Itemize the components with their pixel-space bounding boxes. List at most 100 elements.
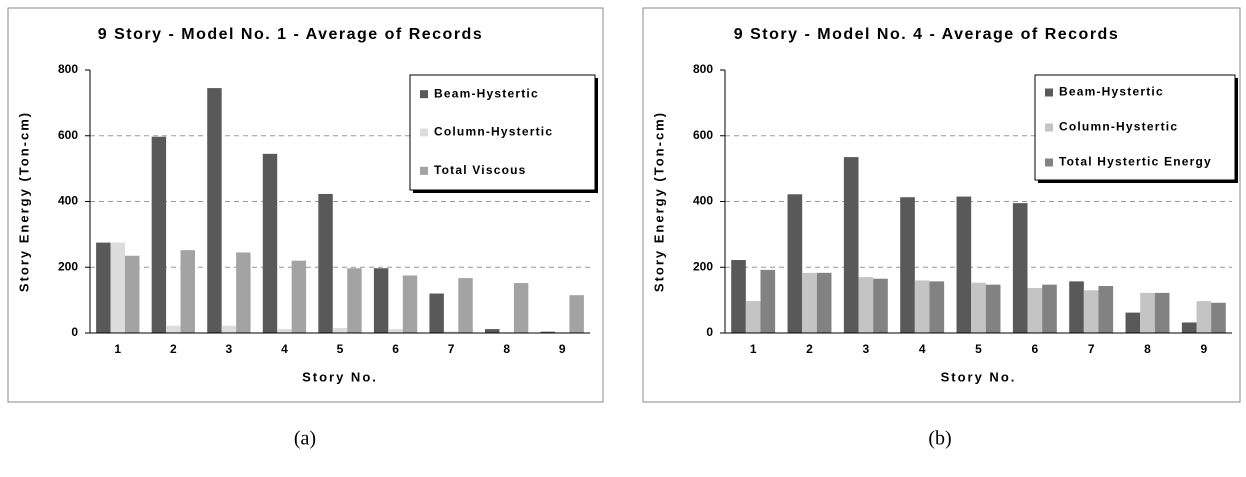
bar (787, 194, 803, 333)
bar (485, 329, 500, 333)
x-tick-label: 8 (1144, 342, 1151, 356)
legend-swatch (420, 90, 428, 99)
x-tick-label: 4 (281, 342, 288, 356)
bar (513, 283, 529, 333)
bar (1211, 302, 1226, 333)
bar (443, 331, 459, 333)
legend-text: Column-Hystertic (1059, 120, 1178, 134)
y-tick-label: 800 (693, 62, 713, 76)
legend-swatch (1045, 88, 1053, 97)
bar (1042, 284, 1057, 333)
x-tick-label: 1 (750, 342, 757, 356)
legend-text: Total Hystertic Energy (1059, 155, 1212, 169)
x-axis-label: Story No. (941, 369, 1017, 384)
bar (900, 197, 915, 333)
x-tick-label: 7 (1088, 342, 1095, 356)
caption: (a) (294, 428, 316, 450)
bar (873, 278, 888, 333)
x-tick-label: 6 (392, 342, 399, 356)
bar (802, 272, 817, 333)
bar (1154, 292, 1170, 333)
legend-swatch (420, 166, 428, 175)
bar (1012, 203, 1028, 333)
y-tick-label: 400 (58, 194, 78, 208)
y-tick-label: 200 (58, 259, 78, 273)
bar (402, 275, 418, 333)
bar (180, 250, 195, 333)
bar (816, 272, 832, 333)
bar (429, 293, 444, 333)
bar (858, 277, 874, 333)
x-tick-label: 7 (448, 342, 455, 356)
y-tick-label: 800 (58, 62, 78, 76)
chart-frame (642, 7, 1241, 403)
bar (96, 242, 111, 333)
x-tick-label: 6 (1031, 342, 1038, 356)
bar (1083, 290, 1099, 333)
legend (409, 74, 596, 191)
bar (332, 328, 348, 333)
bar (166, 325, 181, 333)
x-tick-label: 5 (337, 342, 344, 356)
x-tick-label: 9 (1200, 342, 1207, 356)
y-tick-label: 600 (693, 128, 713, 142)
bar (914, 280, 930, 333)
bar (458, 278, 473, 333)
legend-swatch (1045, 123, 1053, 132)
bar (262, 153, 278, 333)
bar (731, 260, 746, 333)
bar (1069, 281, 1084, 333)
y-axis-label: Story Energy (Ton-cm) (16, 111, 31, 292)
bar (347, 268, 362, 333)
bar (373, 268, 389, 333)
bar (388, 329, 403, 333)
x-tick-label: 4 (919, 342, 926, 356)
x-tick-label: 1 (114, 342, 121, 356)
chart-title: 9 Story - Model No. 4 - Average of Recor… (734, 26, 1119, 43)
bar (1196, 301, 1212, 333)
bar (277, 329, 292, 333)
bar (540, 331, 555, 333)
legend-text: Beam-Hystertic (434, 86, 539, 100)
legend-swatch (420, 128, 428, 137)
legend-text: Beam-Hystertic (1059, 85, 1164, 99)
x-tick-label: 5 (975, 342, 982, 356)
y-tick-label: 200 (693, 259, 713, 273)
bar (843, 157, 859, 333)
bar (207, 88, 222, 333)
bar (929, 281, 945, 333)
x-tick-label: 2 (806, 342, 813, 356)
bar (1181, 322, 1197, 333)
y-tick-label: 0 (706, 325, 713, 339)
bar (1027, 287, 1043, 333)
x-tick-label: 2 (170, 342, 177, 356)
bar (291, 260, 307, 333)
bar (110, 242, 125, 333)
legend-text: Column-Hystertic (434, 125, 553, 139)
bar (971, 282, 986, 333)
caption: (b) (928, 428, 951, 450)
chart-title: 9 Story - Model No. 1 - Average of Recor… (98, 26, 483, 43)
bar (1140, 292, 1155, 333)
y-tick-label: 0 (71, 325, 78, 339)
y-tick-label: 400 (693, 194, 713, 208)
bar (318, 193, 333, 333)
x-tick-label: 9 (559, 342, 566, 356)
bar (1098, 285, 1114, 333)
x-tick-label: 3 (226, 342, 233, 356)
y-axis-label: Story Energy (Ton-cm) (651, 111, 666, 292)
bar (236, 252, 251, 333)
y-tick-label: 600 (58, 128, 78, 142)
x-tick-label: 3 (862, 342, 869, 356)
chart-frame (7, 7, 604, 403)
x-axis-label: Story No. (302, 369, 378, 384)
bar (125, 255, 140, 333)
bar (1125, 312, 1141, 333)
legend-swatch (1045, 158, 1053, 167)
bar (221, 325, 237, 333)
bar (760, 269, 776, 333)
bar (745, 301, 761, 333)
bar (956, 196, 972, 333)
bar (985, 284, 1001, 333)
